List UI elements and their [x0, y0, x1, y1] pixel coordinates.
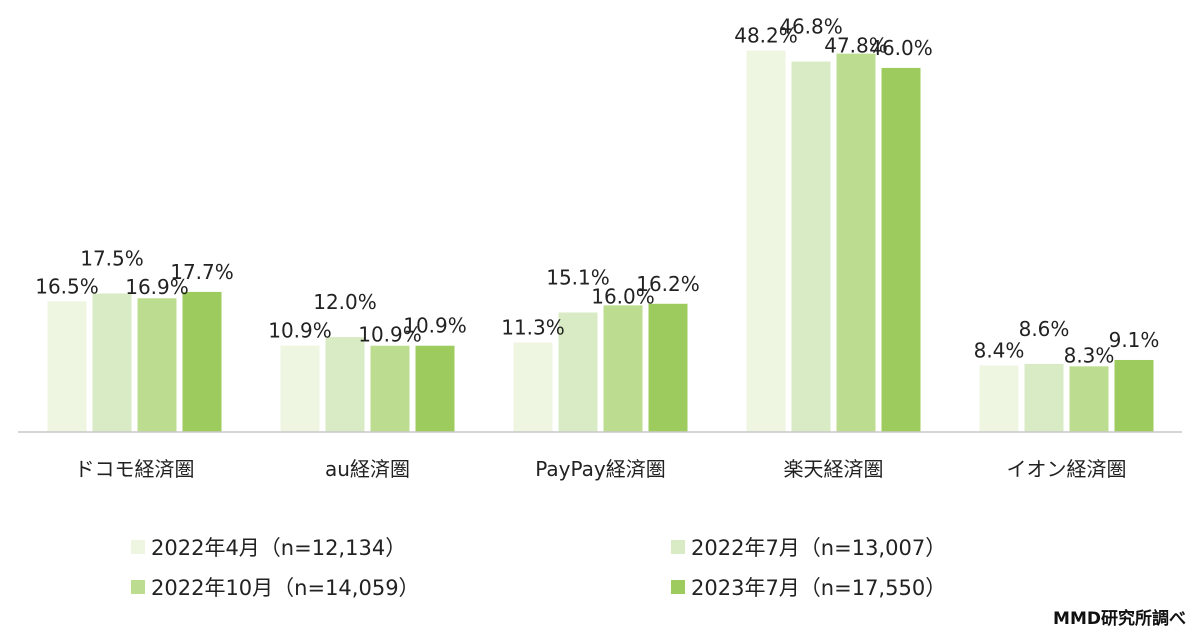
- legend-item-3: 2023年7月（n=17,550）: [671, 572, 946, 602]
- value-label-series-0-category-0: 16.5%: [35, 274, 99, 298]
- category-labels-layer: ドコモ経済圏 au経済圏 PayPay経済圏 楽天経済圏 イオン経済圏: [75, 457, 1127, 481]
- source-note: MMD研究所調べ: [1053, 609, 1186, 629]
- legend-swatch: [671, 580, 685, 594]
- category-label-2: PayPay経済圏: [535, 457, 666, 481]
- legend-swatch: [671, 540, 685, 554]
- legend-item-0: 2022年4月（n=12,134）: [131, 532, 406, 562]
- bar-series-1-category-3: [791, 61, 831, 432]
- bar-series-2-category-4: [1069, 366, 1109, 432]
- bar-series-1-category-1: [325, 337, 365, 432]
- legend-label: 2023年7月（n=17,550）: [691, 576, 947, 600]
- value-label-series-1-category-2: 15.1%: [546, 265, 610, 289]
- bar-series-1-category-0: [92, 293, 132, 432]
- value-label-series-2-category-4: 8.3%: [1064, 343, 1115, 367]
- bar-series-3-category-3: [881, 67, 921, 432]
- bar-series-0-category-0: [47, 301, 87, 432]
- bar-series-1-category-4: [1024, 363, 1064, 432]
- bar-series-3-category-0: [182, 291, 222, 432]
- value-label-series-3-category-0: 17.7%: [170, 260, 234, 284]
- legend-item-1: 2022年7月（n=13,007）: [671, 532, 946, 562]
- category-label-1: au経済圏: [325, 457, 410, 481]
- value-labels-layer: 16.5%17.5%16.9%17.7%10.9%12.0%10.9%10.9%…: [35, 15, 1159, 368]
- legend-label: 2022年4月（n=12,134）: [151, 536, 407, 560]
- legend-label: 2022年10月（n=14,059）: [151, 576, 420, 600]
- value-label-series-1-category-0: 17.5%: [80, 246, 144, 270]
- value-label-series-0-category-3: 48.2%: [734, 23, 798, 47]
- value-label-series-2-category-3: 47.8%: [824, 34, 888, 58]
- bar-series-0-category-1: [280, 345, 320, 432]
- bars-layer: [47, 50, 1154, 433]
- bar-series-3-category-1: [415, 345, 455, 432]
- category-label-3: 楽天経済圏: [784, 457, 884, 481]
- value-label-series-3-category-4: 9.1%: [1109, 328, 1160, 352]
- bar-series-2-category-3: [836, 53, 876, 433]
- bar-series-0-category-3: [746, 50, 786, 432]
- value-label-series-1-category-4: 8.6%: [1019, 317, 1070, 341]
- value-label-series-2-category-1: 10.9%: [358, 323, 422, 347]
- bar-series-2-category-1: [370, 345, 410, 432]
- legend-swatch: [131, 580, 145, 594]
- value-label-series-2-category-0: 16.9%: [125, 275, 189, 299]
- bar-series-2-category-2: [603, 305, 643, 432]
- category-label-4: イオン経済圏: [1007, 457, 1127, 481]
- bar-series-3-category-2: [648, 303, 688, 432]
- value-label-series-1-category-3: 46.8%: [779, 15, 843, 39]
- value-label-series-0-category-4: 8.4%: [974, 339, 1025, 363]
- bar-series-1-category-2: [558, 312, 598, 432]
- value-label-series-3-category-1: 10.9%: [403, 314, 467, 338]
- value-label-series-0-category-1: 10.9%: [268, 319, 332, 343]
- legend-swatch: [131, 540, 145, 554]
- value-label-series-2-category-2: 16.0%: [591, 284, 655, 308]
- value-label-series-1-category-1: 12.0%: [313, 290, 377, 314]
- value-label-series-3-category-3: 46.0%: [869, 36, 933, 60]
- legend-item-2: 2022年10月（n=14,059）: [131, 572, 420, 602]
- bar-series-2-category-0: [137, 298, 177, 432]
- bar-series-0-category-4: [979, 365, 1019, 432]
- value-label-series-0-category-2: 11.3%: [501, 316, 565, 340]
- legend-label: 2022年7月（n=13,007）: [691, 536, 947, 560]
- bar-series-0-category-2: [513, 342, 553, 432]
- category-label-0: ドコモ経済圏: [75, 457, 195, 481]
- bar-series-3-category-4: [1114, 359, 1154, 432]
- value-label-series-3-category-2: 16.2%: [636, 272, 700, 296]
